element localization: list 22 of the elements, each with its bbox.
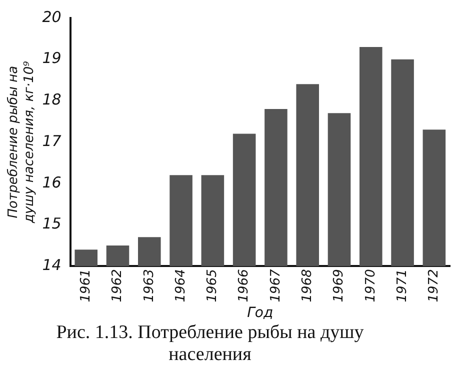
y-tick-label: 17	[42, 132, 62, 150]
y-tick-label: 20	[42, 8, 62, 26]
x-tick-label: 1965	[205, 269, 220, 302]
y-tick-label: 18	[42, 90, 62, 109]
y-axis-title: Потребление рыбы на душу населения, кг·10⁹	[6, 61, 37, 224]
x-tick-label: 1962	[110, 269, 126, 302]
x-tick-label: 1961	[78, 269, 94, 302]
text: Рис. 1.13. Потребление рыбы на душу населения	[55, 322, 365, 366]
x-tick-label: 1963	[142, 269, 157, 302]
y-tick-label: 19	[42, 49, 62, 68]
y-tick-label: 16	[42, 173, 62, 192]
x-tick-label: 1969	[332, 269, 347, 302]
x-tick-label: 1968	[300, 269, 315, 302]
x-tick-label: 1964	[173, 269, 188, 302]
x-tick-label: 1966	[236, 269, 252, 302]
y-tick-label: 15	[42, 214, 62, 233]
y-tick-label: 14	[42, 256, 62, 274]
x-tick-label: 1971	[394, 269, 410, 302]
x-tick-label: 1970	[363, 269, 378, 302]
x-tick-label: 1972	[426, 269, 442, 302]
x-tick-label: 1967	[268, 268, 284, 302]
x-axis-title: Год	[247, 305, 274, 322]
